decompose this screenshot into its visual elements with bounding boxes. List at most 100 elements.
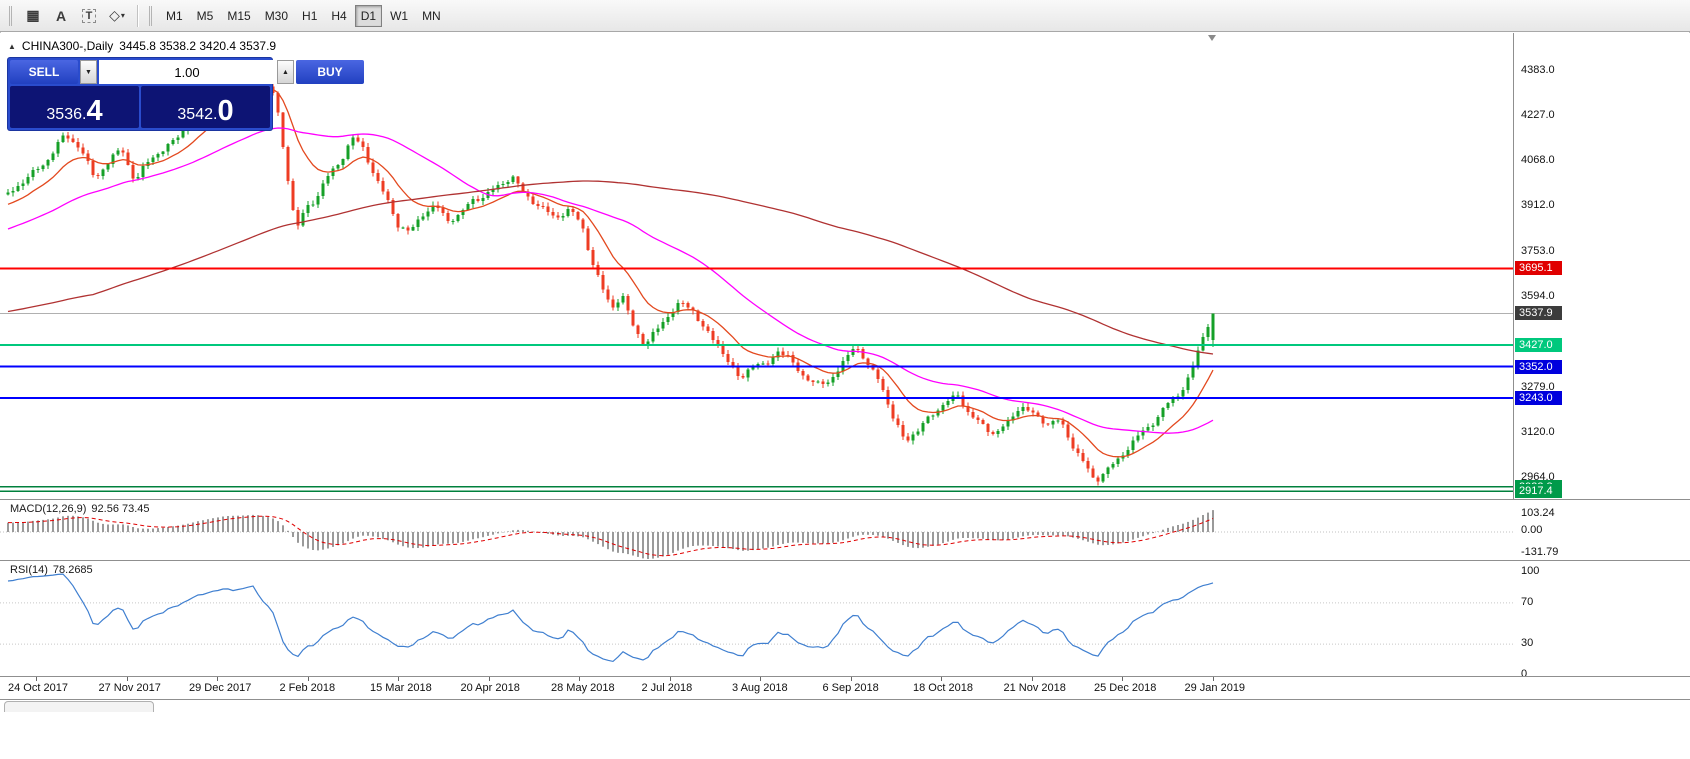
rsi-line [7,573,1214,663]
macd-label: MACD(12,26,9) 92.56 73.45 [10,503,155,515]
toolbar-separator [137,4,138,27]
current-price-label: 3537.9 [1515,306,1562,321]
price-tick-label: 3594.0 [1521,290,1555,303]
macd-panel: MACD(12,26,9) 92.56 73.45 103.24 0.00 -131.… [0,499,1690,560]
volume-increase-button[interactable]: ▲ [277,60,294,84]
candlestick-chart [0,65,1513,493]
date-label: 15 Mar 2018 [370,682,432,694]
date-tick [1122,677,1123,681]
date-label: 24 Oct 2017 [8,682,68,694]
sell-price-main: 3536. [46,106,87,124]
macd-chart [0,510,1513,559]
window-bottom-area [0,699,1690,759]
price-tick-label: 3279.0 [1521,380,1555,393]
timeframes-group: M1 M5 M15 M30 H1 H4 D1 W1 MN [159,4,448,27]
rsi-axis: 100 70 30 0 [1514,561,1690,680]
rsi-name: RSI(14) [10,564,48,576]
timeframe-button-M5[interactable]: M5 [196,8,214,23]
date-tick [941,677,942,681]
shapes-icon[interactable]: ◇ ▾ [109,7,125,23]
level-price-label: 2917.4 [1515,484,1562,499]
date-tick [126,677,128,681]
sell-price-pip: 4 [86,95,103,128]
timeframe-button-M15[interactable]: M15 [227,8,251,23]
date-label: 18 Oct 2018 [913,682,973,694]
volume-input[interactable] [99,60,275,84]
price-tick-label: 3912.0 [1521,199,1555,212]
rsi-axis-label: 30 [1521,637,1534,649]
sell-price-display[interactable]: 3536. 4 [10,86,139,128]
date-tick [398,677,399,681]
timeframe-button-D1[interactable]: D1 [354,4,383,27]
chart-shift-marker-icon[interactable] [1208,35,1216,41]
rsi-panel: RSI(14) 78.2685 100 70 30 0 [0,560,1690,680]
level-price-label: 3352.0 [1515,359,1562,374]
toolbar-drag-handle[interactable] [9,5,14,26]
date-tick [307,677,309,681]
toolbar-drag-handle[interactable] [149,5,154,26]
price-tick-label: 4227.0 [1521,108,1555,121]
date-label: 2 Jul 2018 [641,682,693,694]
macd-signal-line [8,515,1214,557]
rsi-chart [0,573,1513,663]
chart-grid-icon[interactable]: ▦ [26,7,40,23]
buy-price-main: 3542. [177,106,218,124]
macd-axis-label: 103.24 [1521,507,1555,519]
one-click-toggle-icon[interactable]: ▲ [8,41,16,51]
sell-button[interactable]: SELL [10,60,78,84]
date-tick [850,677,852,681]
buy-price-display[interactable]: 3542. 0 [141,86,270,128]
toolbar: ▦ A T ◇ ▾ M1 M5 M15 M30 H1 H4 D1 W1 MN [0,0,1690,32]
symbol-period-label: CHINA300-,Daily [21,39,114,53]
ma-mid [7,127,1214,434]
price-axis: 4383.0 4227.0 4068.0 3912.0 3753.0 3594.0 3279… [1514,33,1690,499]
date-tick [669,677,671,681]
price-chart-panel: 4383.0 4227.0 4068.0 3912.0 3753.0 3594.0 3279… [0,33,1690,499]
date-axis: 24 Oct 2017 27 Nov 2017 29 Dec 2017 2 Feb 2… [0,676,1690,699]
buy-button[interactable]: BUY [296,60,364,84]
price-tick-label: 3120.0 [1521,426,1555,439]
rsi-values: 78.2685 [52,564,93,576]
text-label-icon[interactable]: T [76,5,102,27]
date-label: 20 Apr 2018 [460,682,520,694]
date-tick [217,677,218,681]
timeframe-button-M30[interactable]: M30 [264,8,289,23]
rsi-label: RSI(14) 78.2685 [10,564,98,576]
date-label: 29 Jan 2019 [1184,682,1246,694]
macd-name: MACD(12,26,9) [10,503,87,515]
level-price-label: 3243.0 [1515,391,1562,405]
date-tick [488,677,490,681]
timeframe-button-MN[interactable]: MN [422,8,441,23]
date-label: 27 Nov 2017 [98,682,161,694]
date-label: 29 Dec 2017 [189,682,252,694]
date-label: 2 Feb 2018 [279,682,336,694]
level-price-label: 3695.1 [1515,261,1562,276]
timeframe-button-H1[interactable]: H1 [302,8,318,23]
timeframe-button-W1[interactable]: W1 [390,8,409,23]
timeframe-button-H4[interactable]: H4 [331,8,347,23]
date-tick [36,677,37,681]
axis-separator [1513,33,1514,699]
macd-axis-label: -131.79 [1521,546,1559,558]
timeframe-button-M1[interactable]: M1 [166,8,183,23]
buy-price-pip: 0 [217,95,234,128]
ma-slow [7,180,1214,355]
ohlc-values: 3445.8 3538.2 3420.4 3537.9 [119,39,277,53]
text-annotation-icon[interactable]: A [55,7,67,24]
chart-window-tab[interactable] [4,701,154,712]
date-tick [579,677,580,681]
macd-axis: 103.24 0.00 -131.79 [1514,500,1690,560]
date-tick [1031,677,1033,681]
macd-values: 92.56 73.45 [91,503,150,515]
drawing-tools-group: ▦ A T ◇ ▾ [19,5,131,27]
one-click-trading-panel: SELL ▼ ▲ BUY 3536.4 3542.0 [8,58,364,130]
rsi-axis-label: 0 [1521,668,1528,680]
date-label: 25 Dec 2018 [1094,682,1157,694]
price-tick-label: 3753.0 [1521,244,1555,257]
date-tick [1212,677,1214,681]
date-label: 6 Sep 2018 [822,682,879,694]
macd-histogram [7,510,1214,559]
price-tick-label: 4068.0 [1521,154,1555,167]
volume-decrease-button[interactable]: ▼ [80,60,97,84]
